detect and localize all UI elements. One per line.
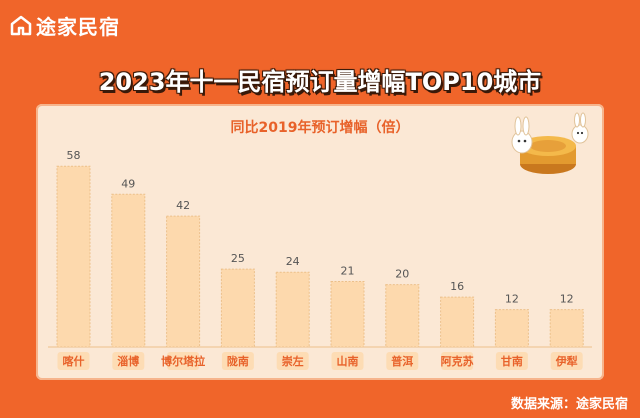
category-label-bg [112,352,145,370]
x-tick-label: 伊犁 [555,354,578,368]
x-tick-label: 阿克苏 [441,354,474,368]
x-tick-label: 喀什 [63,354,85,368]
data-label: 16 [450,280,464,293]
category-label-bg [550,352,583,370]
bar-陇南 [220,268,255,348]
bar-崇左 [275,271,310,348]
bar-博尔塔拉 [166,215,201,348]
x-tick-label: 普洱 [391,354,413,368]
bar-喀什 [56,165,91,348]
x-tick-label: 陇南 [227,354,249,368]
brand-logo: 途家民宿 [10,10,120,40]
house-logo-icon [10,15,32,36]
category-label-bg [221,352,254,370]
data-label: 58 [67,149,81,162]
x-tick-label: 崇左 [282,354,304,368]
category-label-bg [276,352,309,370]
bar-甘南 [494,309,529,348]
category-label-bg [167,352,200,370]
bar-淄博 [111,193,146,348]
data-label: 42 [176,199,190,212]
data-label: 21 [341,265,355,278]
category-label-bg [57,352,90,370]
bar-伊犁 [549,309,584,348]
x-tick-label: 山南 [337,354,359,368]
data-label: 12 [505,293,519,306]
x-tick-label: 博尔塔拉 [161,354,205,368]
data-label: 12 [560,293,574,306]
data-label: 20 [395,268,409,281]
chart-title: 2023年十一民宿预订量增幅TOP10城市 [98,68,542,96]
data-source-note: 数据来源：途家民宿 [510,397,628,412]
bar-阿克苏 [440,296,475,348]
data-label: 24 [286,255,300,268]
bar-山南 [330,281,365,348]
x-tick-label: 淄博 [117,354,139,368]
category-label-bg [386,352,419,370]
mooncake-rabbit-icon [511,112,589,174]
category-label-bg [495,352,528,370]
category-label-bg [441,352,474,370]
brand-name: 途家民宿 [36,14,120,39]
category-label-bg [331,352,364,370]
data-label: 49 [121,177,135,190]
x-tick-label: 甘南 [501,354,523,368]
data-label: 25 [231,252,245,265]
bar-普洱 [385,284,420,348]
chart-subtitle: 同比2019年预订增幅（倍） [230,120,410,136]
